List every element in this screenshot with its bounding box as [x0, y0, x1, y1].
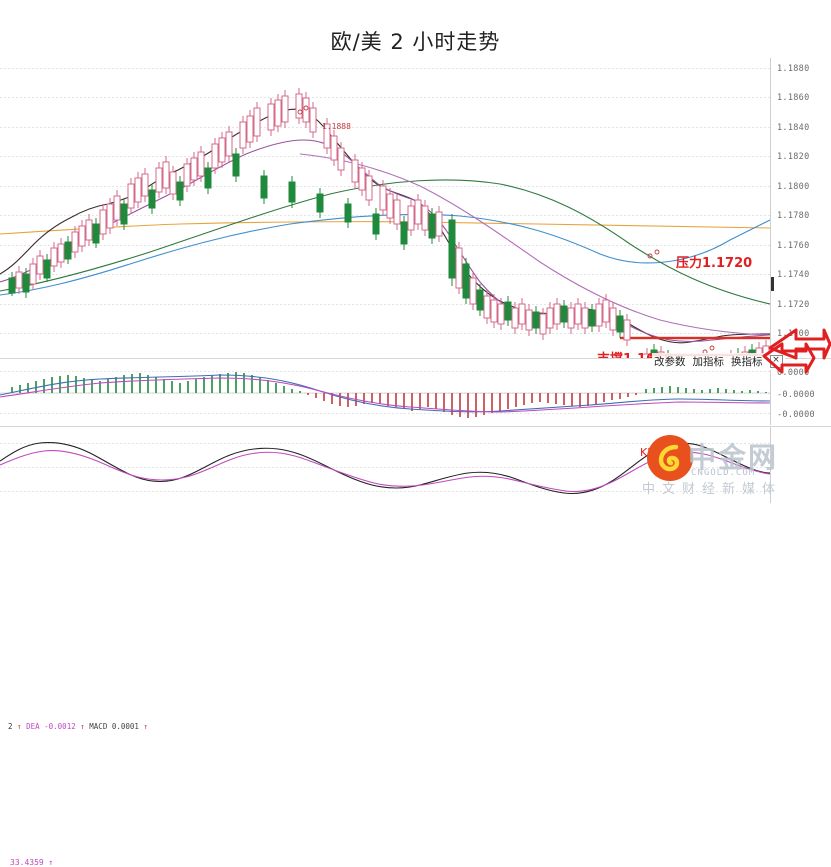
macd-legend: 2 ↑ DEA -0.0012 ↑ MACD 0.0001 ↑ — [8, 722, 148, 731]
price-plot — [0, 68, 770, 355]
change-params-button[interactable]: 改参数 — [654, 356, 686, 368]
moving-average-lines — [0, 108, 770, 344]
axis-tick: 1.1840 — [777, 123, 810, 133]
axis-tick: 1.1800 — [777, 182, 810, 192]
axis-tick: -0.0000 — [777, 390, 815, 400]
macd-histogram — [11, 372, 767, 418]
annotation-arrows — [762, 328, 831, 374]
price-chart-panel[interactable]: 1.1888 1.1689 — [0, 58, 770, 405]
high-price-marker: 1.1888 — [322, 122, 351, 131]
axis-tick: 1.1860 — [777, 93, 810, 103]
kdj-arrow: ↑ — [48, 858, 54, 867]
kdj-legend: 33.4359 ↑ — [10, 858, 53, 867]
kdj-panel[interactable]: 33.4359 ↑ — [0, 426, 770, 867]
price-axis: 1.1880 1.1860 1.1840 1.1820 1.1800 1.178… — [770, 58, 831, 355]
macd-arrow-1: ↑ — [17, 722, 22, 731]
macd-dea-line — [0, 377, 770, 413]
arrow-right-icon — [768, 328, 831, 360]
macd-dea-value: -0.0012 — [44, 722, 76, 731]
current-price-cursor — [771, 277, 774, 291]
axis-tick: 1.1700 — [777, 329, 810, 339]
ma-purple-line — [0, 139, 770, 343]
kdj-plot — [0, 441, 770, 495]
macd-value: 0.0001 — [111, 722, 139, 731]
macd-plot — [0, 371, 770, 418]
chart-screenshot: 欧/美 2 小时走势 — [0, 30, 831, 867]
switch-indicator-button[interactable]: 换指标 — [731, 356, 763, 368]
kdj-axis — [770, 426, 831, 503]
resistance-label: 压力1.1720 — [676, 256, 753, 271]
macd-dif-line — [0, 374, 770, 413]
ma-orange-line — [0, 221, 770, 235]
candlestick-series — [8, 88, 770, 355]
axis-tick: 1.1780 — [777, 211, 810, 221]
axis-tick: 1.1880 — [777, 64, 810, 74]
arrow-left-icon — [762, 342, 816, 374]
kdj-value: 33.4359 — [10, 858, 44, 867]
macd-arrow-2: ↑ — [80, 722, 85, 731]
axis-tick: 1.1820 — [777, 152, 810, 162]
chart-toolbar[interactable]: 改参数 加指标 换指标 × — [652, 353, 785, 370]
axis-tick: 1.1720 — [777, 300, 810, 310]
macd-period: 2 — [8, 722, 13, 731]
kdj-note-label: KD在 — [640, 446, 667, 459]
add-indicator-button[interactable]: 加指标 — [692, 356, 725, 368]
macd-arrow-3: ↑ — [143, 722, 148, 731]
axis-tick: 1.1760 — [777, 241, 810, 251]
macd-label: MACD — [89, 722, 108, 731]
ma-green-line — [0, 179, 770, 305]
page-title: 欧/美 2 小时走势 — [330, 30, 501, 54]
macd-dea-label: DEA — [26, 722, 40, 731]
macd-lines — [0, 374, 770, 413]
axis-tick: -0.0000 — [777, 410, 815, 420]
axis-tick: 0.0000 — [777, 368, 810, 378]
ma-purple-slow-line — [299, 153, 770, 336]
axis-tick: 1.1740 — [777, 270, 810, 280]
